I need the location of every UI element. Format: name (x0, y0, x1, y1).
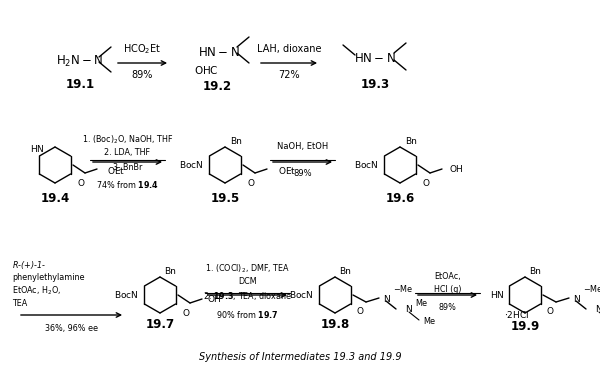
Text: NaOH, EtOH: NaOH, EtOH (277, 142, 328, 150)
Text: EtOAc,: EtOAc, (434, 273, 461, 281)
Text: 19.8: 19.8 (320, 319, 350, 331)
Text: HCl (g): HCl (g) (434, 284, 461, 293)
Text: $\mathsf{HN-N}$: $\mathsf{HN-N}$ (354, 53, 396, 65)
Text: $\mathsf{N}$: $\mathsf{N}$ (383, 292, 391, 304)
Text: 19.1: 19.1 (65, 78, 95, 92)
Text: $\mathsf{-Me}$: $\mathsf{-Me}$ (583, 284, 600, 295)
Text: Bn: Bn (405, 138, 417, 146)
Text: $\mathsf{OHC}$: $\mathsf{OHC}$ (194, 64, 218, 76)
Text: O: O (248, 178, 254, 188)
Text: 1. (COCl)$_2$, DMF, TEA: 1. (COCl)$_2$, DMF, TEA (205, 263, 290, 275)
Text: $\mathsf{OEt}$: $\mathsf{OEt}$ (107, 165, 125, 176)
Text: 89%: 89% (439, 303, 457, 311)
Text: O: O (182, 308, 190, 318)
Text: $\mathsf{N}$: $\mathsf{N}$ (595, 304, 600, 315)
Text: O: O (356, 307, 364, 316)
Text: $\mathsf{BocN}$: $\mathsf{BocN}$ (353, 160, 378, 170)
Text: 89%: 89% (132, 70, 153, 80)
Text: $\mathsf{Me}$: $\mathsf{Me}$ (423, 315, 437, 326)
Text: $\mathsf{H_2N-N}$: $\mathsf{H_2N-N}$ (56, 53, 104, 69)
Text: Bn: Bn (230, 138, 242, 146)
Text: $\mathsf{HN}$: $\mathsf{HN}$ (29, 142, 44, 154)
Text: Bn: Bn (339, 268, 351, 277)
Text: O: O (422, 178, 430, 188)
Text: $\mathsf{HN}$: $\mathsf{HN}$ (490, 289, 505, 300)
Text: $R$-(+)-1-: $R$-(+)-1- (12, 259, 46, 271)
Text: 1. (Boc)$_2$O, NaOH, THF: 1. (Boc)$_2$O, NaOH, THF (82, 134, 173, 146)
Text: 19.6: 19.6 (385, 192, 415, 204)
Text: DCM: DCM (238, 277, 257, 287)
Text: $\mathsf{BocN}$: $\mathsf{BocN}$ (179, 160, 203, 170)
Text: 3. BnBr: 3. BnBr (113, 162, 142, 172)
Text: $\mathsf{Me}$: $\mathsf{Me}$ (415, 297, 428, 308)
Text: $\mathsf{N}$: $\mathsf{N}$ (573, 292, 581, 304)
Text: OH: OH (208, 296, 222, 304)
Text: 19.4: 19.4 (40, 192, 70, 204)
Text: $\mathsf{HCO_2Et}$: $\mathsf{HCO_2Et}$ (124, 42, 161, 56)
Text: 19.2: 19.2 (202, 81, 232, 93)
Text: 36%, 96% ee: 36%, 96% ee (45, 324, 98, 334)
Text: $\mathsf{OEt}$: $\mathsf{OEt}$ (278, 165, 296, 176)
Text: 19.9: 19.9 (511, 320, 539, 334)
Text: $\mathsf{HN-N}$: $\mathsf{HN-N}$ (198, 46, 240, 59)
Text: 2. $\mathbf{19.3}$, TEA, dioxane: 2. $\mathbf{19.3}$, TEA, dioxane (203, 290, 292, 302)
Text: 2. LDA, THF: 2. LDA, THF (104, 149, 151, 158)
Text: 74% from $\mathbf{19.4}$: 74% from $\mathbf{19.4}$ (96, 178, 159, 189)
Text: Synthesis of Intermediates 19.3 and 19.9: Synthesis of Intermediates 19.3 and 19.9 (199, 352, 401, 362)
Text: 19.3: 19.3 (361, 78, 389, 92)
Text: TEA: TEA (12, 300, 27, 308)
Text: $\cdot$2HCl: $\cdot$2HCl (505, 310, 530, 320)
Text: O: O (547, 307, 554, 316)
Text: Bn: Bn (164, 268, 176, 277)
Text: 72%: 72% (278, 70, 300, 80)
Text: 19.7: 19.7 (145, 319, 175, 331)
Text: 90% from $\mathbf{19.7}$: 90% from $\mathbf{19.7}$ (216, 310, 279, 320)
Text: phenylethylamine: phenylethylamine (12, 273, 85, 283)
Text: OH: OH (449, 165, 463, 174)
Text: $\mathsf{-Me}$: $\mathsf{-Me}$ (393, 284, 413, 295)
Text: 19.5: 19.5 (211, 192, 239, 204)
Text: Bn: Bn (529, 268, 541, 277)
Text: $\mathsf{BocN}$: $\mathsf{BocN}$ (289, 289, 313, 300)
Text: $\mathsf{BocN}$: $\mathsf{BocN}$ (113, 289, 138, 300)
Text: LAH, dioxane: LAH, dioxane (257, 44, 321, 54)
Text: 89%: 89% (293, 169, 312, 178)
Text: $\mathsf{N}$: $\mathsf{N}$ (405, 304, 413, 315)
Text: EtOAc, H$_2$O,: EtOAc, H$_2$O, (12, 285, 61, 297)
Text: O: O (77, 178, 85, 188)
